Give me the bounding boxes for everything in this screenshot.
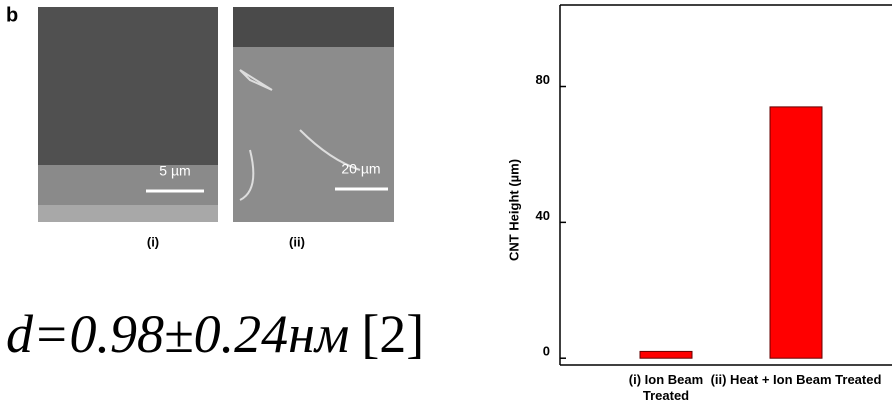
- x-tick-label: (i) Ion Beam Treated: [614, 372, 718, 404]
- page: b 5 µm (i) 20 µm (ii) d=0.98±0.24нм[2] C…: [0, 0, 892, 415]
- formula: d=0.98±0.24нм[2]: [6, 304, 424, 364]
- y-tick-label: 40: [536, 208, 550, 223]
- y-tick-label: 0: [543, 344, 550, 359]
- sem-image: [38, 7, 218, 222]
- sem-image: [233, 7, 394, 222]
- formula-text: d=0.98±0.24нм: [6, 304, 349, 364]
- bar: [770, 107, 822, 358]
- x-tick-label: (ii) Heat + Ion Beam Treated: [710, 372, 882, 388]
- y-tick-label: 80: [536, 72, 550, 87]
- bar: [640, 351, 692, 358]
- panel-label: b: [6, 4, 18, 26]
- image-caption: (ii): [289, 234, 305, 249]
- y-axis-label: CNT Height (µm): [506, 159, 521, 261]
- scale-label: 5 µm: [159, 163, 190, 179]
- citation: [2]: [361, 304, 424, 364]
- figure: b 5 µm (i) 20 µm (ii) d=0.98±0.24нм[2] C…: [0, 0, 892, 415]
- image-caption: (i): [147, 234, 159, 249]
- scale-label: 20 µm: [341, 161, 380, 177]
